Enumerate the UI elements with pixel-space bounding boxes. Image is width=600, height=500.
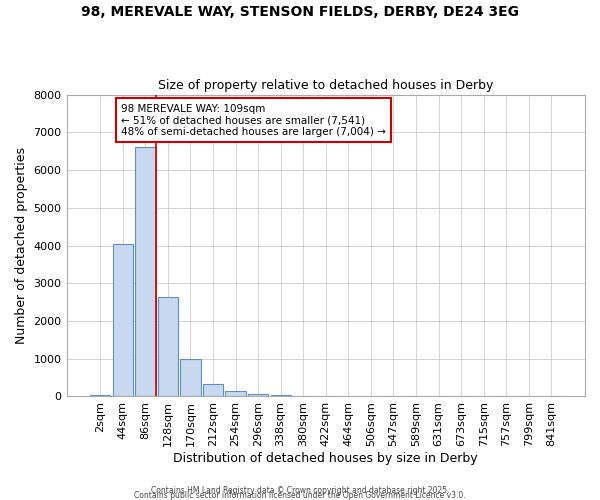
Bar [135,146,155,396]
Text: Contains public sector information licensed under the Open Government Licence v3: Contains public sector information licen… [134,491,466,500]
Text: Contains HM Land Registry data © Crown copyright and database right 2025.: Contains HM Land Registry data © Crown c… [151,486,449,495]
Title: Size of property relative to detached houses in Derby: Size of property relative to detached ho… [158,79,493,92]
Bar [90,394,110,396]
Text: 98, MEREVALE WAY, STENSON FIELDS, DERBY, DE24 3EG: 98, MEREVALE WAY, STENSON FIELDS, DERBY,… [81,5,519,19]
X-axis label: Distribution of detached houses by size in Derby: Distribution of detached houses by size … [173,452,478,465]
Bar [248,394,268,396]
Bar [226,391,246,396]
Text: 98 MEREVALE WAY: 109sqm
← 51% of detached houses are smaller (7,541)
48% of semi: 98 MEREVALE WAY: 109sqm ← 51% of detache… [121,104,386,137]
Bar [203,384,223,396]
Bar [181,359,200,397]
Bar [158,297,178,396]
Y-axis label: Number of detached properties: Number of detached properties [15,147,28,344]
Bar [113,244,133,396]
